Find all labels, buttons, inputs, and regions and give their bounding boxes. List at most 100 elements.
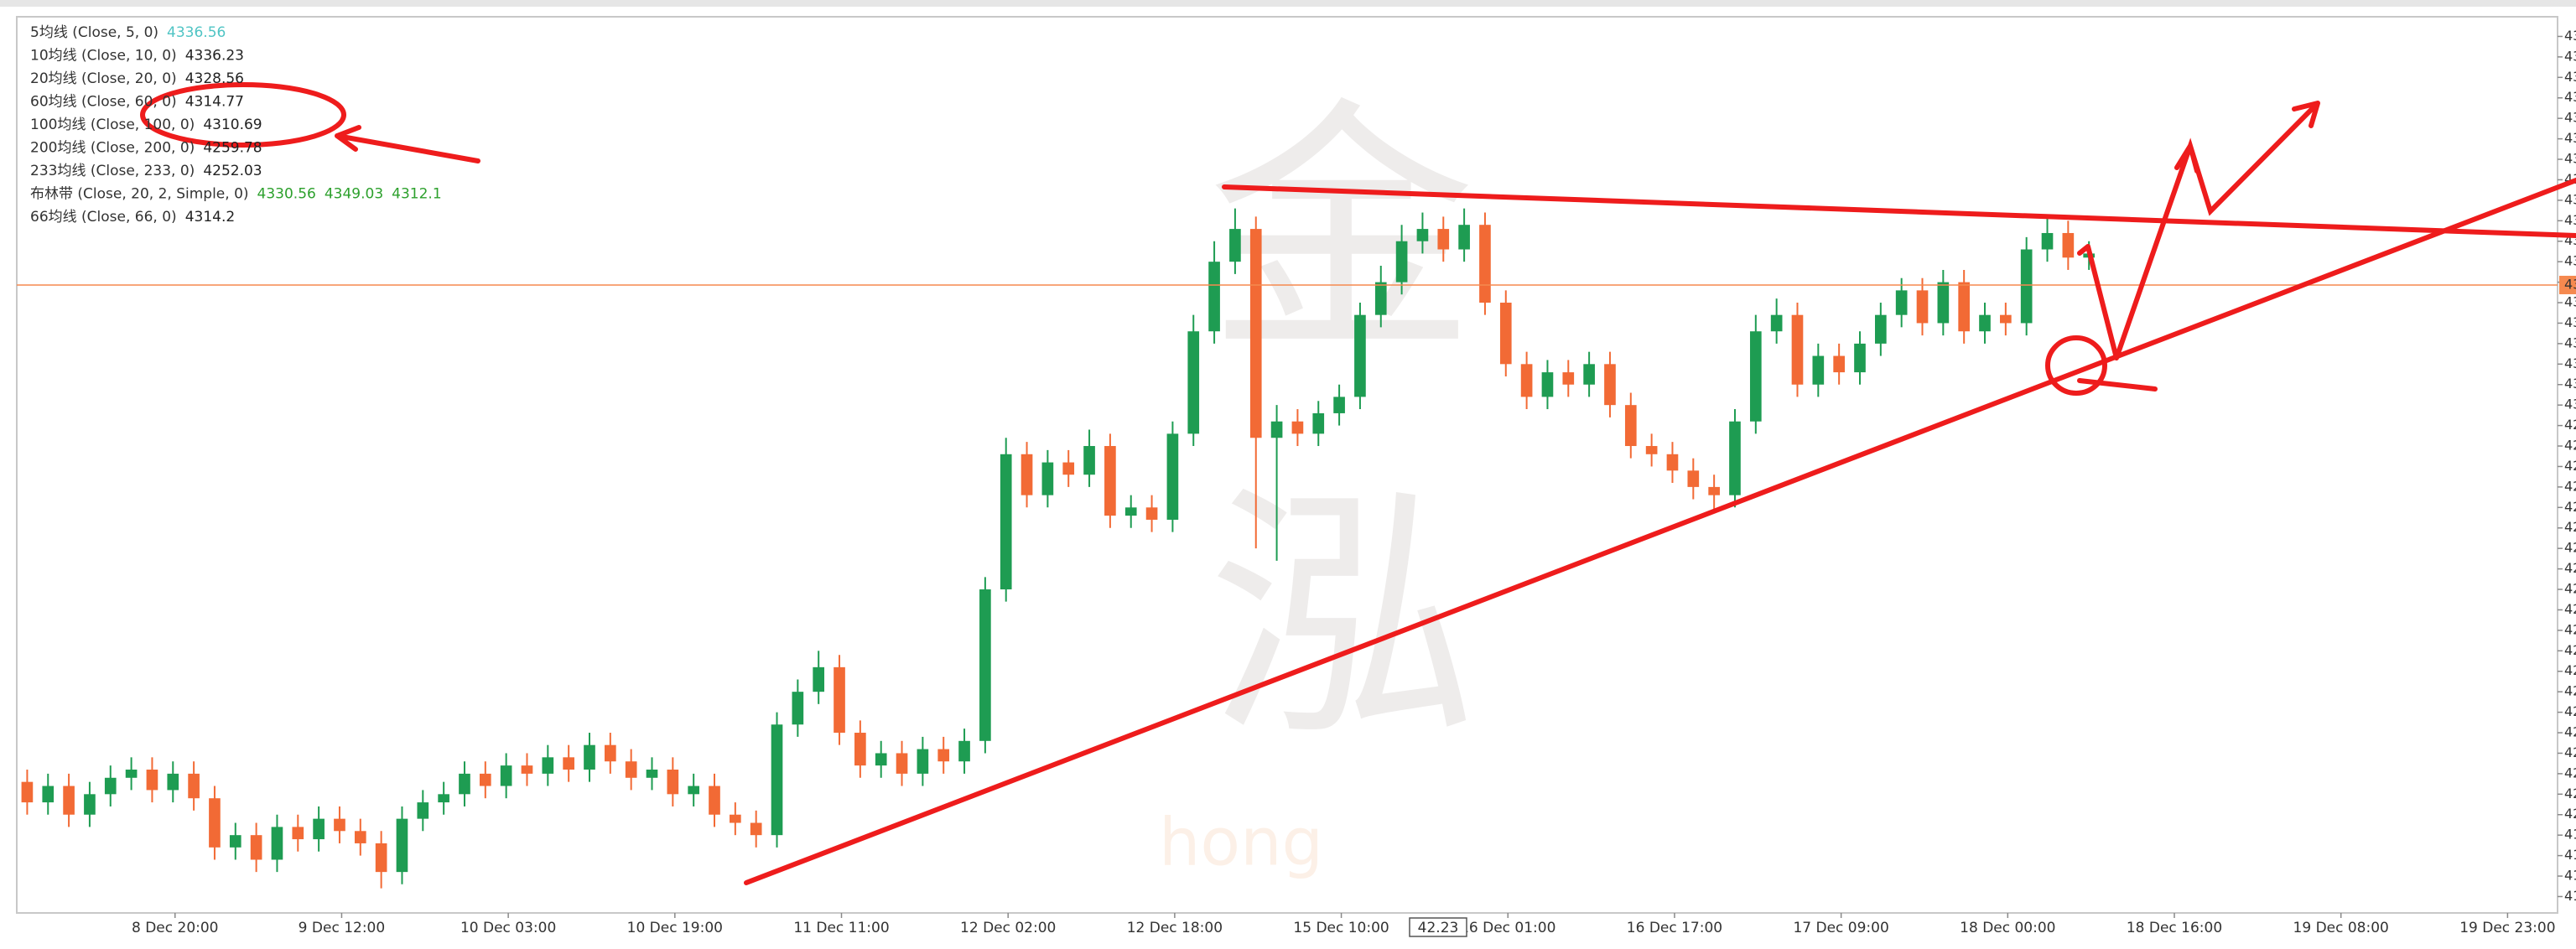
candle-body: [63, 786, 75, 815]
legend-value: 4314.77: [185, 94, 244, 111]
x-tick-label: 10 Dec 03:00: [460, 920, 556, 936]
candle-body: [542, 757, 554, 774]
candle-body: [896, 753, 908, 774]
watermark-char: 金: [1208, 77, 1476, 389]
legend-value: 4312.1: [392, 186, 441, 203]
candle-body: [292, 827, 304, 840]
plot-frame: [16, 16, 2558, 914]
annotation-arrow: [335, 125, 480, 163]
y-tick-label: 4315.0: [2564, 334, 2576, 350]
candle-body: [1312, 412, 1325, 434]
candle-body: [979, 589, 991, 741]
candle-body: [21, 781, 34, 803]
y-tick-label: 4210.0: [2564, 765, 2576, 780]
x-tick-label: 12 Dec 18:00: [1127, 920, 1223, 936]
legend-entry: 60均线 (Close, 60, 0) 4314.77: [30, 94, 244, 111]
annotation-circle: [2045, 335, 2107, 396]
candle-body: [84, 794, 96, 815]
candle-body: [1249, 229, 1262, 438]
candle-body: [2041, 232, 2054, 250]
y-tick-label: 4255.0: [2564, 581, 2576, 597]
legend-value: 4336.23: [185, 48, 244, 65]
candle-body: [2000, 314, 2012, 324]
y-tick-label: 4385.0: [2564, 48, 2576, 64]
annotation-ellipse: [140, 82, 346, 148]
x-tick-label: 15 Dec 10:00: [1293, 920, 1389, 936]
candle-body: [1021, 454, 1033, 495]
candle-body: [1833, 355, 1845, 373]
y-tick-label: 4235.0: [2564, 662, 2576, 678]
candle-body: [1000, 454, 1012, 590]
candle-body: [937, 749, 950, 762]
candle-body: [584, 744, 595, 770]
x-tick-label: 8 Dec 20:00: [132, 920, 219, 936]
annotation-resistance-line: [1222, 184, 2576, 238]
candle-body: [1791, 314, 1804, 385]
y-tick-label: 4225.0: [2564, 703, 2576, 719]
candle-body: [1208, 262, 1220, 332]
legend: 5均线 (Close, 5, 0) 4336.56 10均线 (Close, 10,…: [30, 24, 442, 226]
y-tick-label: 4205.0: [2564, 786, 2576, 801]
x-tick-label: 19 Dec 08:00: [2293, 920, 2389, 936]
y-tick-label: 4320.0: [2564, 314, 2576, 330]
candle-body: [834, 666, 845, 734]
candle-body: [479, 773, 491, 786]
y-tick-label: 4370.0: [2564, 110, 2576, 126]
x-tick-label: 18 Dec 00:00: [1960, 920, 2055, 936]
candle-body: [188, 773, 200, 799]
candle-body: [1187, 331, 1200, 434]
legend-name: 10均线 (Close, 10, 0): [30, 48, 177, 65]
y-tick-label: 4295.0: [2564, 417, 2576, 433]
candle-body: [1770, 314, 1783, 332]
candle-body: [958, 740, 970, 762]
legend-name: 233均线 (Close, 233, 0): [30, 163, 195, 179]
candle-body: [521, 765, 533, 774]
candle-body: [1395, 241, 1408, 283]
candle-body: [2020, 249, 2033, 324]
candle-body: [459, 773, 470, 795]
y-tick-label: 4245.0: [2564, 621, 2576, 637]
legend-value: 4314.2: [185, 209, 235, 226]
candle-body: [250, 835, 262, 860]
legend-value: 4259.78: [203, 140, 262, 157]
candle-body: [1979, 314, 1991, 332]
candle-body: [1083, 446, 1095, 475]
y-tick-label: 4190.0: [2564, 847, 2576, 863]
candle-body: [750, 822, 762, 836]
legend-entry: 200均线 (Close, 200, 0) 4259.78: [30, 140, 262, 157]
x-tick-label: 19 Dec 23:00: [2459, 920, 2555, 936]
last-price-label: 4329.31: [2564, 276, 2576, 292]
candle-body: [375, 843, 387, 873]
annotation-support-line: [744, 178, 2576, 885]
candle-body: [646, 769, 658, 778]
x-cursor-box: [1409, 917, 1467, 937]
candle-body: [1229, 229, 1241, 262]
y-tick-label: 4265.0: [2564, 540, 2576, 556]
legend-entry: 10均线 (Close, 10, 0) 4336.23: [30, 48, 244, 65]
legend-name: 66均线 (Close, 66, 0): [30, 209, 177, 226]
legend-name: 20均线 (Close, 20, 0): [30, 70, 177, 87]
candle-body: [1520, 364, 1533, 397]
y-tick-label: 4310.0: [2564, 355, 2576, 371]
legend-entry: 20均线 (Close, 20, 0) 4328.56: [30, 70, 244, 87]
candle-body: [1333, 397, 1345, 413]
top-tab-strip: [0, 0, 2576, 7]
candle-body: [1062, 462, 1075, 475]
legend-name: 布林带 (Close, 20, 2, Simple, 0): [30, 186, 249, 203]
legend-entry: 布林带 (Close, 20, 2, Simple, 0) 4330.56 4349…: [30, 186, 442, 203]
candle-body: [771, 724, 783, 836]
legend-entry: 66均线 (Close, 66, 0) 4314.2: [30, 209, 235, 226]
candle-body: [1562, 372, 1575, 385]
y-tick-label: 4185.0: [2564, 868, 2576, 884]
legend-value: 4349.03: [325, 186, 383, 203]
legend-value: 4310.69: [203, 117, 262, 133]
candle-body: [1729, 421, 1741, 495]
candle-body: [625, 761, 637, 778]
candle-body: [813, 666, 825, 692]
candle-body: [792, 692, 804, 725]
candle-body: [1895, 290, 1908, 315]
candle-body: [875, 753, 887, 766]
candle-body: [1458, 225, 1470, 250]
candle-body: [1416, 229, 1429, 241]
